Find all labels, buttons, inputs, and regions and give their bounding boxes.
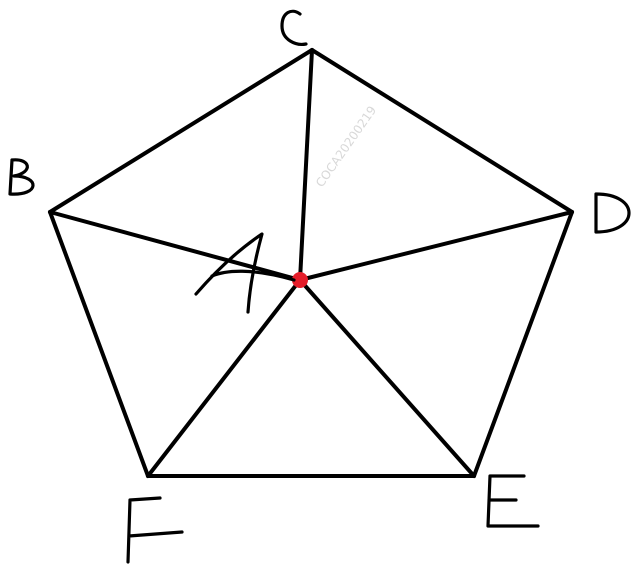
svg-text:E: E (500, 504, 501, 506)
edge-B-C (48, 48, 314, 214)
edge-A-C (298, 48, 314, 282)
svg-text:C: C (290, 29, 291, 31)
svg-text:F: F (140, 529, 141, 531)
vertex-label-e: E (486, 474, 540, 528)
watermark: COCA20200219 (313, 103, 379, 189)
edge-A-F (146, 278, 302, 478)
vertex-label-f: F (126, 496, 184, 564)
edge-F-B (48, 210, 150, 478)
center-point-a (292, 272, 308, 288)
svg-text:D: D (605, 214, 606, 216)
svg-text:A: A (230, 278, 231, 281)
vertex-label-c: C (280, 9, 308, 46)
edge-C-D (310, 48, 574, 214)
edge-A-E (298, 278, 476, 478)
vertex-label-b: B (8, 158, 35, 196)
edge-A-B (48, 210, 302, 282)
vertex-label-d: D (594, 192, 631, 234)
vertex-label-a: A (194, 232, 296, 314)
edge-D-E (472, 210, 574, 478)
edge-A-D (298, 210, 574, 282)
svg-text:B: B (15, 179, 16, 181)
